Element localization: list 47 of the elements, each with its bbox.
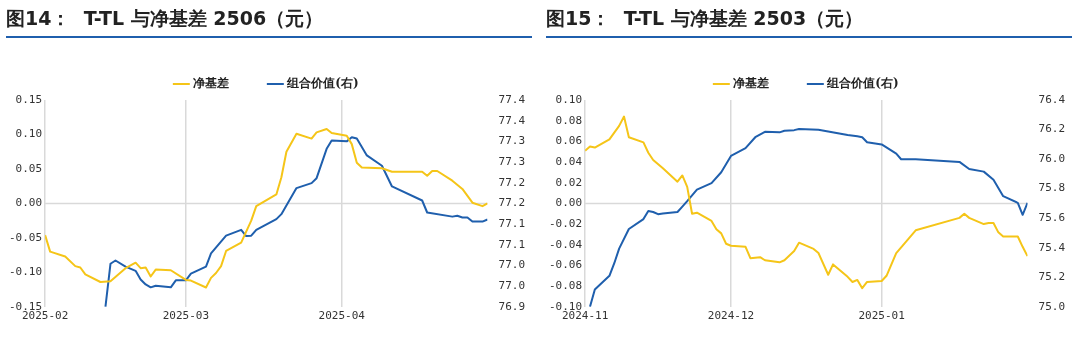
y-tick-label: 0.06 [555, 134, 583, 148]
x-tick-label: 2025-04 [318, 309, 366, 323]
y2-tick-label: 75.4 [1038, 240, 1066, 254]
y2-tick-label: 77.1 [498, 237, 526, 251]
y2-tick-label: 75.0 [1038, 299, 1066, 313]
y2-tick-label: 75.2 [1038, 270, 1066, 284]
y2-tick-label: 77.4 [498, 113, 526, 127]
x-tick-label: 2025-03 [162, 309, 210, 323]
y-tick-label: 0.04 [555, 154, 583, 168]
y-tick-label: 0.10 [15, 127, 43, 141]
x-tick-label: 2024-11 [561, 309, 609, 323]
y-tick-label: 0.05 [15, 161, 43, 175]
y2-tick-label: 75.6 [1038, 211, 1066, 225]
x-tick-label: 2025-01 [858, 309, 905, 323]
y2-tick-label: 76.9 [498, 299, 526, 313]
y-tick-label: -0.10 [8, 265, 43, 279]
y-tick-label: 0.02 [555, 175, 583, 189]
legend-label: 净基差 [193, 76, 230, 91]
y2-tick-label: 77.1 [498, 216, 526, 230]
y-tick-label: 0.10 [555, 92, 583, 106]
y2-tick-label: 77.0 [498, 258, 526, 272]
chart-title: 图14： T-TL 与净基差 2506（元） [6, 4, 532, 38]
legend-label: 净基差 [733, 76, 770, 91]
y-tick-label: -0.05 [8, 230, 43, 244]
y2-tick-label: 77.3 [498, 134, 526, 148]
x-tick-label: 2024-12 [707, 309, 755, 323]
y2-tick-label: 77.3 [498, 154, 526, 168]
y2-tick-label: 76.2 [1038, 122, 1066, 136]
y2-tick-label: 77.2 [498, 175, 526, 189]
y-tick-label: 0.15 [15, 92, 43, 106]
y2-tick-label: 76.4 [1038, 92, 1066, 106]
y-tick-label: 0.08 [555, 113, 583, 127]
y-tick-label: -0.06 [548, 258, 583, 272]
y-tick-label: 0.00 [15, 196, 43, 210]
y-tick-label: -0.04 [548, 237, 583, 251]
y2-tick-label: 77.4 [498, 92, 526, 106]
y-tick-label: 0.00 [555, 196, 583, 210]
legend-label: 组合价值(右) [286, 76, 359, 91]
y-tick-label: -0.08 [548, 278, 583, 292]
y2-tick-label: 77.2 [498, 196, 526, 210]
legend-label: 组合价值(右) [826, 76, 899, 91]
y-tick-label: -0.02 [548, 216, 583, 230]
y2-tick-label: 75.8 [1038, 181, 1066, 195]
y2-tick-label: 76.0 [1038, 151, 1066, 165]
y2-tick-label: 77.0 [498, 278, 526, 292]
chart-title: 图15： T-TL 与净基差 2503（元） [546, 4, 1072, 38]
x-tick-label: 2025-02 [21, 309, 69, 323]
